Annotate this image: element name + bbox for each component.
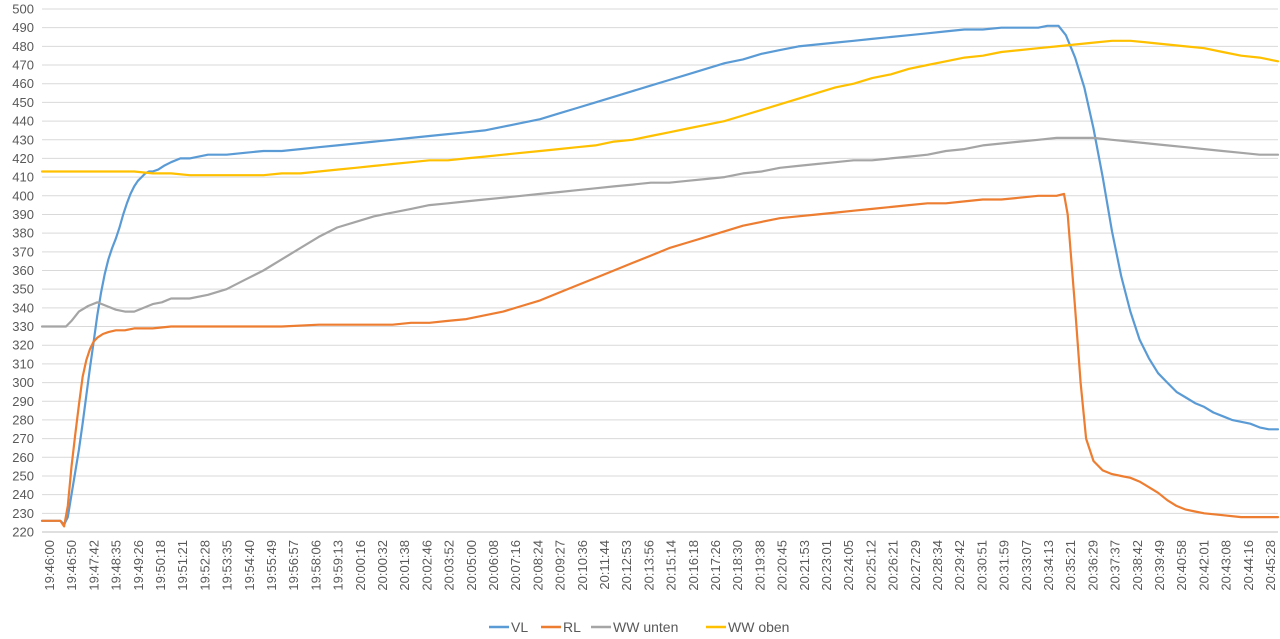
- x-tick-label: 20:16:18: [686, 540, 701, 591]
- y-tick-label: 380: [12, 226, 34, 241]
- y-tick-label: 260: [12, 450, 34, 465]
- x-tick-label: 20:15:14: [664, 540, 679, 591]
- y-tick-label: 460: [12, 76, 34, 91]
- series-lines: [40, 24, 1280, 528]
- x-tick-label: 20:30:51: [974, 540, 989, 591]
- y-tick-label: 350: [12, 282, 34, 297]
- y-tick-label: 450: [12, 95, 34, 110]
- x-tick-label: 20:19:38: [752, 540, 767, 591]
- y-tick-label: 340: [12, 300, 34, 315]
- x-tick-label: 20:37:37: [1108, 540, 1123, 591]
- x-tick-label: 20:20:45: [775, 540, 790, 591]
- y-tick-label: 300: [12, 375, 34, 390]
- x-tick-label: 19:48:35: [109, 540, 124, 591]
- x-tick-label: 20:26:21: [886, 540, 901, 591]
- y-tick-label: 240: [12, 487, 34, 502]
- y-tick-label: 280: [12, 412, 34, 427]
- x-tick-label: 20:13:56: [641, 540, 656, 591]
- y-axis-tick-labels: 220 230 240 250 260 270 280 290 300 310 320 330 340 3…: [12, 2, 34, 540]
- y-tick-label: 390: [12, 207, 34, 222]
- x-tick-label: 20:03:52: [442, 540, 457, 591]
- x-tick-label: 20:39:49: [1152, 540, 1167, 591]
- x-tick-label: 19:58:06: [308, 540, 323, 591]
- legend-label: RL: [563, 619, 581, 635]
- y-tick-label: 320: [12, 338, 34, 353]
- y-tick-label: 310: [12, 356, 34, 371]
- y-tick-label: 410: [12, 170, 34, 185]
- legend-label: VL: [511, 619, 528, 635]
- x-axis-tick-labels: 19:46:00 19:46:50 19:47:42 19:48:35 19:49:26…: [42, 540, 1278, 591]
- x-tick-label: 19:51:21: [175, 540, 190, 591]
- x-tick-label: 20:38:42: [1130, 540, 1145, 591]
- x-tick-label: 20:10:36: [575, 540, 590, 591]
- x-tick-label: 20:34:13: [1041, 540, 1056, 591]
- y-tick-label: 290: [12, 394, 34, 409]
- x-tick-label: 20:24:05: [841, 540, 856, 591]
- x-tick-label: 20:11:44: [597, 540, 612, 590]
- series-line-vl: [40, 24, 1280, 526]
- x-tick-label: 20:36:29: [1085, 540, 1100, 591]
- y-tick-label: 400: [12, 188, 34, 203]
- x-tick-label: 20:05:00: [464, 540, 479, 591]
- y-tick-label: 470: [12, 58, 34, 73]
- x-tick-label: 20:12:53: [619, 540, 634, 591]
- y-tick-label: 270: [12, 431, 34, 446]
- y-tick-label: 430: [12, 132, 34, 147]
- x-tick-label: 19:56:57: [286, 540, 301, 591]
- y-tick-label: 480: [12, 39, 34, 54]
- x-tick-label: 20:42:01: [1196, 540, 1211, 591]
- series-line-ww-oben: [40, 39, 1280, 177]
- x-tick-label: 20:40:58: [1174, 540, 1189, 591]
- x-tick-label: 19:46:00: [42, 540, 57, 591]
- y-tick-label: 420: [12, 151, 34, 166]
- x-tick-label: 19:55:49: [264, 540, 279, 591]
- y-tick-label: 490: [12, 20, 34, 35]
- x-tick-label: 20:06:08: [486, 540, 501, 591]
- x-tick-label: 19:50:18: [153, 540, 168, 591]
- legend-label: WW unten: [613, 619, 678, 635]
- x-tick-label: 19:46:50: [64, 540, 79, 591]
- x-tick-label: 20:21:53: [797, 540, 812, 591]
- y-tick-label: 230: [12, 506, 34, 521]
- y-tick-label: 370: [12, 244, 34, 259]
- y-tick-label: 440: [12, 114, 34, 129]
- x-tick-label: 20:01:38: [397, 540, 412, 591]
- x-tick-label: 20:43:08: [1219, 540, 1234, 591]
- series-line-ww-unten: [40, 136, 1280, 328]
- legend-label: WW oben: [728, 619, 789, 635]
- x-tick-label: 20:07:16: [508, 540, 523, 591]
- x-tick-label: 20:18:30: [730, 540, 745, 591]
- x-tick-label: 20:31:59: [997, 540, 1012, 591]
- x-tick-label: 20:23:01: [819, 540, 834, 591]
- y-tick-label: 220: [12, 525, 34, 540]
- y-tick-label: 250: [12, 468, 34, 483]
- x-tick-label: 19:53:35: [220, 540, 235, 591]
- x-tick-label: 19:47:42: [86, 540, 101, 591]
- gridlines: [42, 8, 1278, 514]
- x-tick-label: 19:49:26: [131, 540, 146, 591]
- x-tick-label: 19:54:40: [242, 540, 257, 591]
- x-tick-label: 20:27:29: [908, 540, 923, 591]
- x-tick-label: 20:28:34: [930, 540, 945, 591]
- x-tick-label: 20:00:16: [353, 540, 368, 591]
- y-tick-label: 500: [12, 2, 34, 17]
- x-tick-label: 20:02:46: [419, 540, 434, 591]
- x-tick-label: 19:59:13: [331, 540, 346, 591]
- y-tick-label: 360: [12, 263, 34, 278]
- x-tick-label: 19:52:28: [197, 540, 212, 591]
- x-tick-label: 20:29:42: [952, 540, 967, 591]
- y-tick-label: 330: [12, 319, 34, 334]
- x-tick-label: 20:44:16: [1241, 540, 1256, 591]
- x-tick-label: 20:08:24: [530, 540, 545, 591]
- x-tick-label: 20:45:28: [1263, 540, 1278, 591]
- series-line-rl: [40, 192, 1280, 528]
- x-tick-label: 20:00:32: [375, 540, 390, 591]
- x-tick-label: 20:33:07: [1019, 540, 1034, 591]
- x-tick-label: 20:17:26: [708, 540, 723, 591]
- x-tick-label: 20:09:27: [553, 540, 568, 591]
- legend: VL RL WW unten WW oben: [489, 619, 789, 635]
- x-tick-label: 20:25:12: [863, 540, 878, 591]
- x-tick-label: 20:35:21: [1063, 540, 1078, 591]
